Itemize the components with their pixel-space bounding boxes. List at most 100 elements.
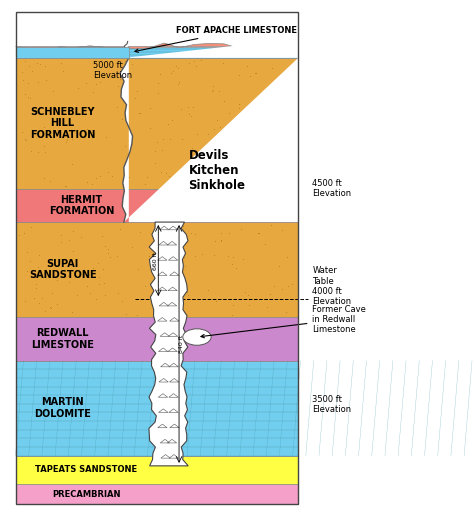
Point [27, 147, 35, 155]
Point [125, 173, 132, 181]
Point [46, 303, 54, 311]
Point [268, 126, 275, 135]
Point [204, 286, 212, 294]
Point [114, 82, 122, 90]
Point [220, 97, 228, 105]
Point [40, 174, 48, 182]
Point [229, 253, 237, 262]
Point [92, 173, 100, 182]
Point [262, 170, 269, 179]
Point [96, 171, 103, 180]
Point [229, 301, 237, 309]
Polygon shape [16, 43, 298, 50]
Text: HERMIT
FORMATION: HERMIT FORMATION [49, 195, 114, 216]
Point [19, 76, 27, 84]
Point [69, 134, 76, 142]
Point [69, 308, 76, 316]
Point [46, 177, 54, 185]
Point [174, 64, 182, 72]
Point [118, 297, 126, 305]
Point [57, 237, 65, 246]
Point [23, 136, 30, 144]
Point [169, 68, 176, 76]
Bar [16, 484, 298, 504]
Point [73, 291, 81, 299]
Point [83, 125, 91, 133]
Point [108, 172, 116, 181]
Point [33, 59, 41, 68]
Point [166, 245, 173, 253]
Point [41, 61, 49, 70]
Point [61, 182, 69, 190]
Point [164, 120, 172, 128]
Point [241, 287, 248, 296]
Text: 840 ft: 840 ft [179, 335, 184, 353]
Text: TAPEATS SANDSTONE: TAPEATS SANDSTONE [35, 465, 137, 474]
Point [193, 62, 201, 70]
Point [167, 69, 174, 77]
Point [137, 228, 144, 236]
Point [135, 108, 142, 117]
Point [156, 70, 164, 78]
Point [78, 233, 85, 241]
Point [236, 168, 244, 176]
Point [212, 297, 220, 305]
Text: PRECAMBRIAN: PRECAMBRIAN [52, 490, 120, 498]
Point [21, 90, 29, 99]
Point [228, 311, 236, 319]
Point [162, 169, 169, 177]
Point [275, 262, 283, 270]
Point [36, 60, 44, 68]
Point [121, 142, 129, 150]
Point [101, 241, 109, 250]
Point [159, 289, 166, 298]
Point [209, 86, 217, 94]
Point [113, 252, 121, 261]
Point [195, 165, 202, 173]
Point [24, 93, 32, 101]
Point [208, 142, 215, 151]
Point [24, 266, 31, 275]
Point [191, 251, 199, 260]
Point [251, 69, 258, 77]
Point [289, 102, 297, 110]
Point [193, 178, 201, 186]
Point [35, 299, 42, 307]
Point [62, 182, 70, 190]
Point [65, 278, 73, 286]
Point [226, 229, 233, 237]
Point [282, 68, 290, 76]
Point [177, 105, 184, 113]
Bar [16, 456, 298, 484]
Point [185, 110, 192, 118]
Point [20, 229, 27, 237]
Point [65, 236, 73, 245]
Point [118, 115, 126, 123]
Point [217, 236, 224, 245]
Point [82, 79, 90, 87]
Point [16, 231, 23, 239]
Point [27, 257, 34, 265]
Point [155, 246, 163, 254]
Point [146, 252, 153, 261]
Point [183, 288, 191, 297]
Point [197, 162, 205, 170]
Polygon shape [149, 222, 188, 466]
Point [268, 64, 276, 72]
Point [181, 262, 189, 270]
Point [99, 232, 106, 240]
Text: Water
Table
4000 ft
Elevation: Water Table 4000 ft Elevation [312, 266, 352, 307]
Point [44, 261, 52, 269]
Point [191, 182, 199, 190]
Point [104, 168, 111, 176]
Point [136, 108, 144, 117]
Point [210, 251, 218, 259]
Text: FORT APACHE LIMESTONE: FORT APACHE LIMESTONE [135, 26, 297, 52]
Point [21, 297, 29, 305]
Point [237, 225, 245, 234]
Point [239, 255, 246, 264]
Bar [16, 189, 298, 222]
Point [232, 264, 240, 272]
Point [251, 119, 259, 127]
Point [274, 171, 282, 180]
